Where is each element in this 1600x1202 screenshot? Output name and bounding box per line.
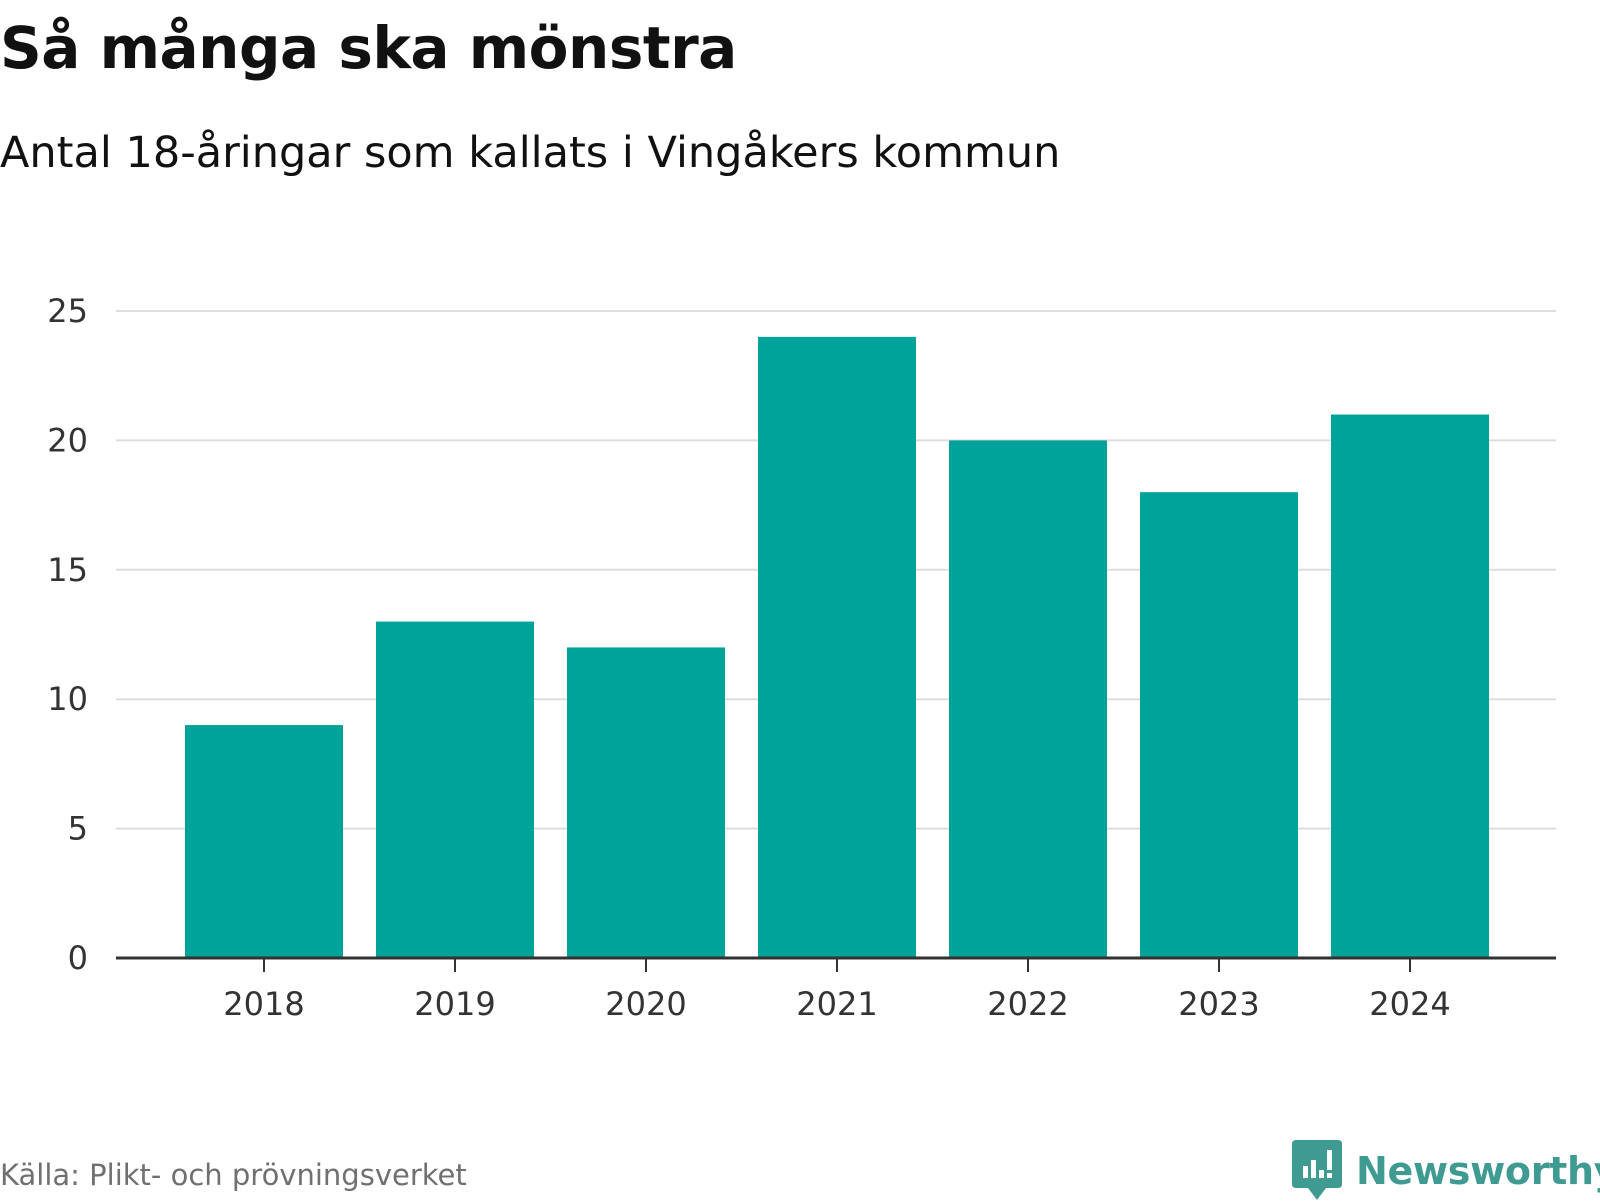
x-tick-label: 2023 [1178,985,1259,1023]
chart-title: Så många ska mönstra [0,14,737,82]
brand-logo: Newsworthy [1292,1140,1600,1202]
x-tick-label: 2019 [414,985,495,1023]
y-axis-tick-labels: 0 5 10 15 20 25 [47,292,88,977]
x-axis-tick-labels: 2018 2019 2020 2021 2022 2023 2024 [223,985,1450,1023]
y-tick-label: 5 [68,810,88,848]
bar-2020: 2020: 12 [567,647,725,958]
x-tick-label: 2020 [605,985,686,1023]
bar-2023: 2023: 18 [1140,492,1298,958]
source-note: Källa: Plikt- och prövningsverket [0,1158,467,1192]
x-tick-label: 2022 [987,985,1068,1023]
bar-2024: 2024: 21 [1331,414,1489,958]
newsworthy-logo-icon [1292,1140,1342,1200]
chart-subtitle: Antal 18-åringar som kallats i Vingåkers… [0,128,1061,178]
bar-2021: 2021: 24 [758,336,916,958]
y-tick-label: 10 [47,680,88,718]
bar-2018: 2018: 9 [185,725,343,958]
bar-2022: 2022: 20 [949,440,1107,958]
x-axis [116,956,1556,972]
bars: 2018: 92019: 132020: 122021: 242022: 202… [185,336,1489,958]
bar-2019: 2019: 13 [376,621,534,958]
x-tick-label: 2024 [1369,985,1450,1023]
y-tick-label: 0 [68,939,88,977]
x-tick-label: 2021 [796,985,877,1023]
y-tick-label: 20 [47,421,88,459]
brand-name: Newsworthy [1356,1149,1600,1193]
y-tick-label: 25 [47,292,88,330]
x-tick-label: 2018 [223,985,304,1023]
y-tick-label: 15 [47,551,88,589]
